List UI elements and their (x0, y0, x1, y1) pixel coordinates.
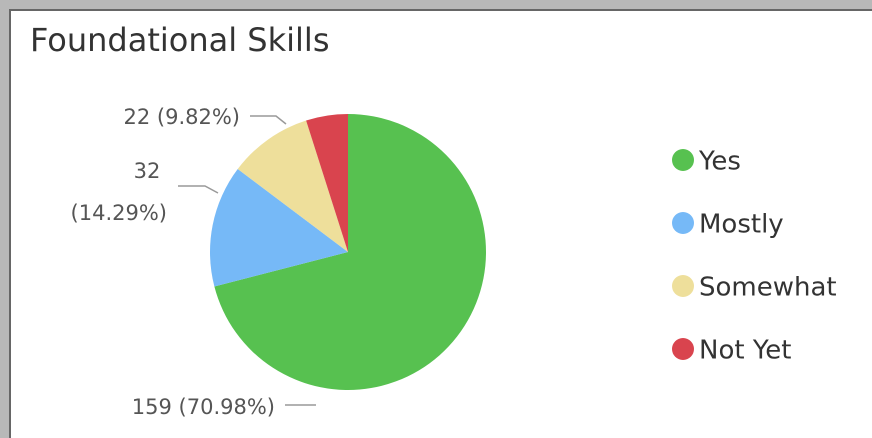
chart-title: Foundational Skills (30, 21, 329, 59)
legend-label: Not Yet (699, 336, 791, 366)
legend-marker (672, 275, 694, 297)
pie-slice (306, 114, 348, 252)
leader-line (178, 185, 219, 194)
pie-slice (210, 169, 348, 287)
data-label: 22 (9.82%) (124, 105, 241, 129)
legend-label: Yes (698, 147, 741, 177)
pie-slice (214, 114, 487, 390)
data-label: 159 (70.98%) (132, 395, 275, 419)
legend-marker (672, 212, 694, 234)
leader-line (250, 115, 287, 125)
data-label: 32 (14.29%) (71, 159, 167, 225)
legend-label: Somewhat (699, 273, 837, 303)
pie-slice (237, 120, 348, 253)
legend-marker (672, 338, 694, 360)
legend-marker (672, 149, 694, 171)
legend-label: Mostly (699, 210, 784, 240)
